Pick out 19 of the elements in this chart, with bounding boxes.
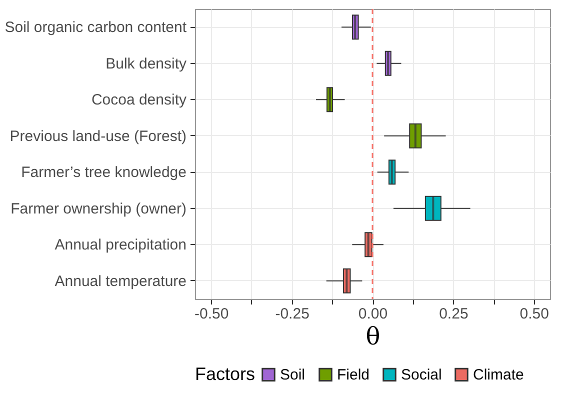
y-tick-label: Cocoa density: [91, 92, 187, 109]
y-tick-label: Previous land-use (Forest): [10, 128, 187, 145]
y-tick-label: Annual temperature: [54, 272, 186, 290]
y-tick-label: Farmer ownership (owner): [10, 200, 186, 218]
legend-label: Social: [401, 366, 442, 384]
legend-title: Factors: [195, 364, 256, 384]
y-tick-label: Annual precipitation: [54, 236, 186, 254]
x-tick-label: -0.50: [194, 306, 229, 322]
y-tick-label: Farmer’s tree knowledge: [21, 164, 186, 182]
x-tick-label: 0.25: [439, 306, 468, 322]
x-tick-label: 0.00: [358, 306, 388, 322]
y-tick-label: Soil organic carbon content: [4, 19, 188, 36]
legend-label: Soil: [280, 366, 306, 384]
x-tick-label: 0.50: [520, 306, 549, 322]
legend-label: Climate: [473, 366, 524, 384]
x-tick-label: -0.25: [275, 306, 310, 322]
y-tick-label: Bulk density: [106, 55, 187, 72]
x-axis-title: θ: [366, 322, 380, 350]
legend-label: Field: [337, 366, 370, 384]
